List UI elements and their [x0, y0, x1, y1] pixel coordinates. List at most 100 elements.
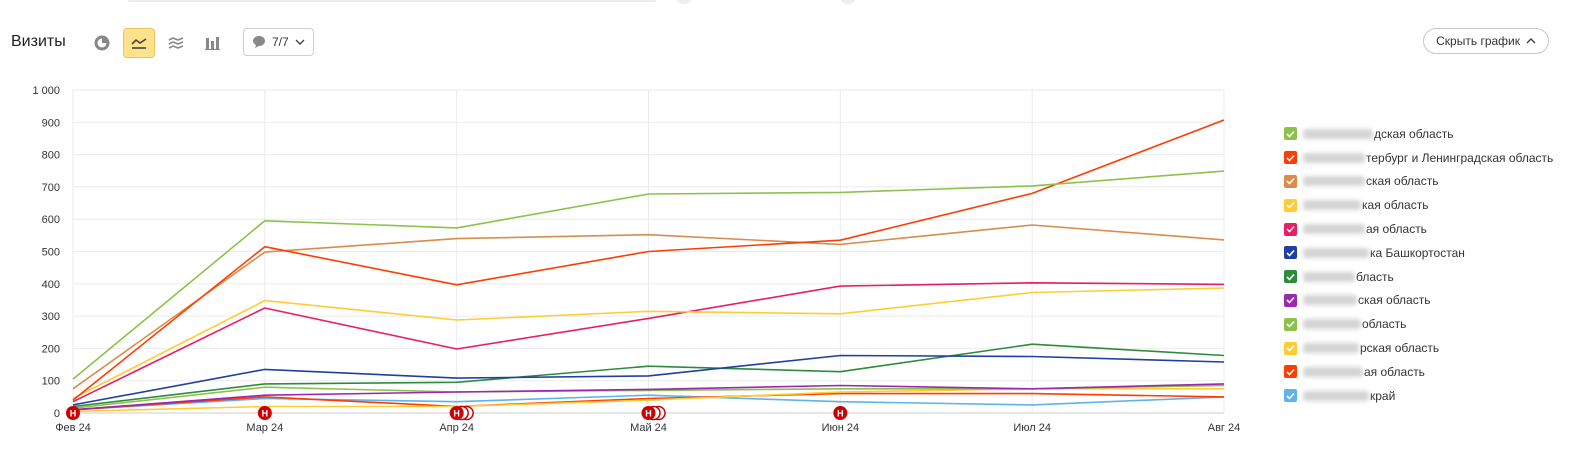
legend-checkbox[interactable] — [1284, 270, 1297, 284]
redacted-text — [1303, 271, 1355, 282]
series-line — [72, 119, 1225, 401]
checkmark-icon — [1286, 368, 1295, 376]
checkmark-icon — [1286, 130, 1295, 138]
comments-filter-button[interactable]: 7/7 — [243, 28, 314, 56]
legend-checkbox[interactable] — [1284, 127, 1297, 141]
comments-count: 7/7 — [272, 35, 289, 49]
bar-chart-icon — [205, 37, 220, 50]
series-line — [72, 170, 1225, 380]
x-tick-label: Июл 24 — [1013, 422, 1051, 434]
annotation-marker-label: Н — [70, 409, 77, 419]
redacted-text — [1303, 200, 1361, 211]
y-tick-label: 1 000 — [32, 85, 60, 97]
annotation-marker-label: Н — [262, 409, 269, 419]
x-tick-label: Май 24 — [630, 422, 667, 434]
annotation-marker — [833, 406, 848, 420]
redacted-text — [1303, 343, 1359, 354]
annotation-marker-label: Н — [645, 409, 652, 419]
y-tick-label: 100 — [42, 376, 60, 388]
checkmark-icon — [1286, 345, 1295, 352]
checkmark-icon — [1286, 226, 1295, 233]
x-tick-label: Мар 24 — [246, 422, 283, 434]
annotation-marker-label: Н — [837, 409, 844, 419]
legend-item[interactable]: ая область — [1284, 217, 1553, 241]
legend-label: бласть — [1356, 269, 1394, 284]
series-line — [72, 354, 1225, 406]
legend-label: край — [1370, 388, 1396, 403]
stacked-area-icon — [168, 37, 184, 49]
chart-toolbar: Визиты 7/7 — [0, 26, 1577, 60]
y-tick-label: 800 — [42, 150, 60, 162]
redacted-text — [1303, 247, 1369, 258]
pie-chart-button[interactable] — [86, 28, 118, 58]
series-line — [72, 383, 1225, 411]
y-tick-label: 0 — [54, 408, 60, 420]
series-line — [72, 343, 1225, 408]
x-tick-label: Фев 24 — [55, 422, 91, 434]
legend-item[interactable]: ская область — [1284, 289, 1553, 313]
legend-label: рская область — [1360, 341, 1440, 356]
line-chart-icon — [131, 38, 147, 49]
bar-chart-button[interactable] — [197, 28, 229, 58]
top-scrollbar-decor — [128, 0, 656, 2]
y-tick-label: 600 — [42, 214, 60, 226]
legend-checkbox[interactable] — [1284, 151, 1297, 165]
redacted-text — [1303, 319, 1361, 330]
series-line — [72, 392, 1225, 411]
series-line — [72, 394, 1225, 411]
y-tick-label: 200 — [42, 343, 60, 355]
checkmark-icon — [1286, 273, 1295, 281]
stacked-area-button[interactable] — [160, 28, 192, 58]
chevron-down-icon — [295, 39, 305, 45]
redacted-text — [1303, 224, 1365, 235]
checkmark-icon — [1286, 178, 1295, 186]
legend-checkbox[interactable] — [1284, 389, 1297, 403]
top-tab-dot — [840, 0, 856, 4]
redacted-text — [1303, 128, 1373, 139]
y-tick-label: 900 — [42, 117, 60, 129]
legend-item[interactable]: тербург и Ленинградская область — [1284, 146, 1553, 170]
checkmark-icon — [1286, 297, 1295, 305]
legend-label: ская область — [1366, 174, 1439, 189]
legend-label: тербург и Ленинградская область — [1366, 150, 1554, 165]
annotation-marker — [641, 406, 656, 420]
legend-checkbox[interactable] — [1284, 317, 1297, 331]
annotation-marker — [449, 406, 464, 420]
redacted-text — [1303, 366, 1363, 377]
legend-item[interactable]: кая область — [1284, 193, 1553, 217]
legend-item[interactable]: край — [1284, 384, 1553, 408]
legend-checkbox[interactable] — [1284, 293, 1297, 307]
comment-icon — [253, 36, 265, 48]
legend-item[interactable]: ая область — [1284, 360, 1553, 384]
y-tick-label: 700 — [42, 182, 60, 194]
legend-checkbox[interactable] — [1284, 246, 1297, 260]
legend-item[interactable]: дская область — [1284, 122, 1553, 146]
annotation-marker — [66, 406, 80, 420]
redacted-text — [1303, 152, 1365, 163]
legend-item[interactable]: ская область — [1284, 170, 1553, 194]
legend-item[interactable]: ка Башкортостан — [1284, 241, 1553, 265]
line-chart-button[interactable] — [123, 28, 155, 58]
legend-checkbox[interactable] — [1284, 365, 1297, 379]
x-tick-label: Авг 24 — [1208, 422, 1240, 434]
hide-chart-button[interactable]: Скрыть график — [1423, 28, 1549, 54]
legend-item[interactable]: бласть — [1284, 265, 1553, 289]
chart-legend: дская область тербург и Ленинградская обл… — [1284, 122, 1553, 408]
legend-checkbox[interactable] — [1284, 198, 1297, 212]
legend-label: ая область — [1366, 222, 1427, 237]
legend-checkbox[interactable] — [1284, 174, 1297, 188]
legend-item[interactable]: область — [1284, 312, 1553, 336]
legend-label: ская область — [1358, 293, 1431, 308]
hide-chart-label: Скрыть график — [1436, 34, 1520, 48]
series-line — [72, 224, 1225, 390]
legend-checkbox[interactable] — [1284, 341, 1297, 355]
series-line — [72, 281, 1225, 403]
y-tick-label: 500 — [42, 247, 60, 259]
redacted-text — [1303, 295, 1357, 306]
legend-item[interactable]: рская область — [1284, 336, 1553, 360]
annotation-marker — [257, 406, 272, 420]
series-line — [72, 287, 1225, 400]
legend-checkbox[interactable] — [1284, 222, 1297, 236]
chevron-up-icon — [1526, 38, 1536, 44]
legend-label: область — [1362, 317, 1407, 332]
